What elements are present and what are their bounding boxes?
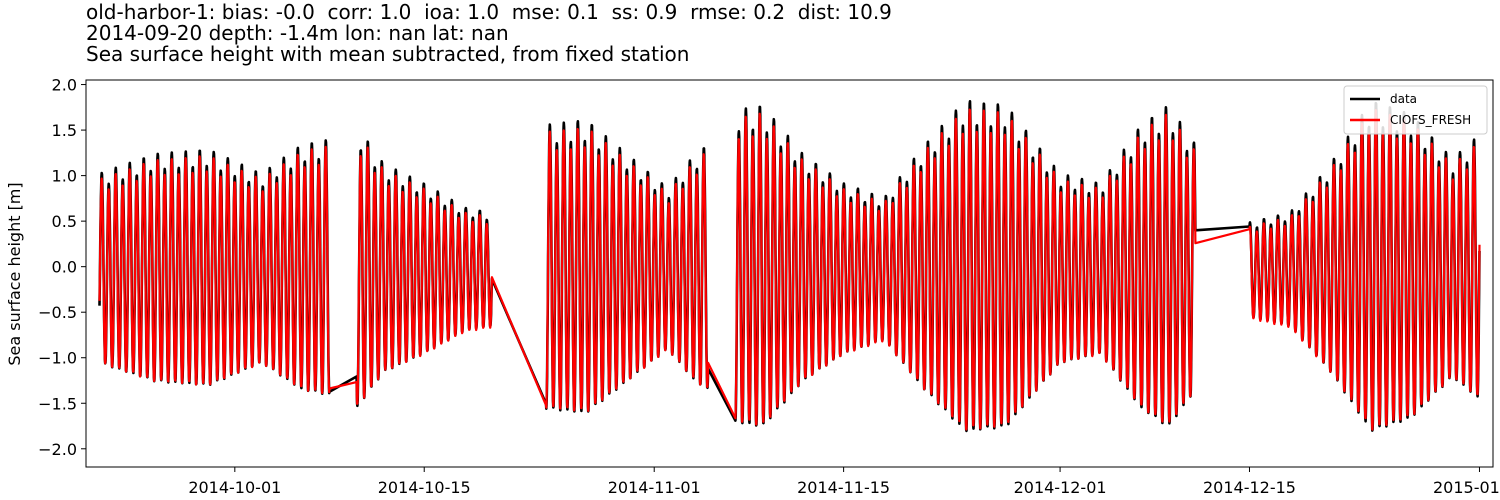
y-tick-label: −2.0 xyxy=(38,440,77,459)
series-layer xyxy=(98,100,1481,433)
x-tick-label: 2014-12-15 xyxy=(1203,478,1296,497)
y-tick-label: −1.5 xyxy=(38,394,77,413)
plot-frame xyxy=(85,79,1494,468)
y-tick-label: 1.0 xyxy=(52,167,77,186)
series-line-ciofs-fresh xyxy=(98,108,1481,431)
x-tick-label: 2015-01-01 xyxy=(1433,478,1500,497)
x-tick-label: 2014-11-01 xyxy=(608,478,701,497)
title-line-3: Sea surface height with mean subtracted,… xyxy=(86,42,690,66)
x-tick-label: 2014-12-01 xyxy=(1014,478,1107,497)
x-tick-label: 2014-11-15 xyxy=(797,478,890,497)
legend: data CIOFS_FRESH xyxy=(1343,85,1488,135)
legend-label-data: data xyxy=(1390,92,1417,106)
y-axis-label: Sea surface height [m] xyxy=(5,182,24,365)
y-tick-label: 2.0 xyxy=(52,76,77,95)
x-axis: 2014-10-01 2014-10-15 2014-11-01 2014-11-15… xyxy=(188,467,1500,497)
y-axis: 2.0 1.5 1.0 0.5 0.0 −0.5 −1.0 −1.5 −2.0 xyxy=(38,76,86,459)
y-tick-label: −0.5 xyxy=(38,303,77,322)
x-tick-label: 2014-10-15 xyxy=(378,478,471,497)
y-tick-label: −1.0 xyxy=(38,349,77,368)
title-line-2: 2014-09-20 depth: -1.4m lon: nan lat: na… xyxy=(86,21,509,45)
y-tick-label: 1.5 xyxy=(52,121,77,140)
y-tick-label: 0.0 xyxy=(52,258,77,277)
chart-title-block: old-harbor-1: bias: -0.0 corr: 1.0 ioa: … xyxy=(86,2,892,65)
legend-label-model: CIOFS_FRESH xyxy=(1390,113,1471,127)
x-tick-label: 2014-10-01 xyxy=(188,478,281,497)
title-line-1: old-harbor-1: bias: -0.0 corr: 1.0 ioa: … xyxy=(86,0,892,24)
y-tick-label: 0.5 xyxy=(52,212,77,231)
